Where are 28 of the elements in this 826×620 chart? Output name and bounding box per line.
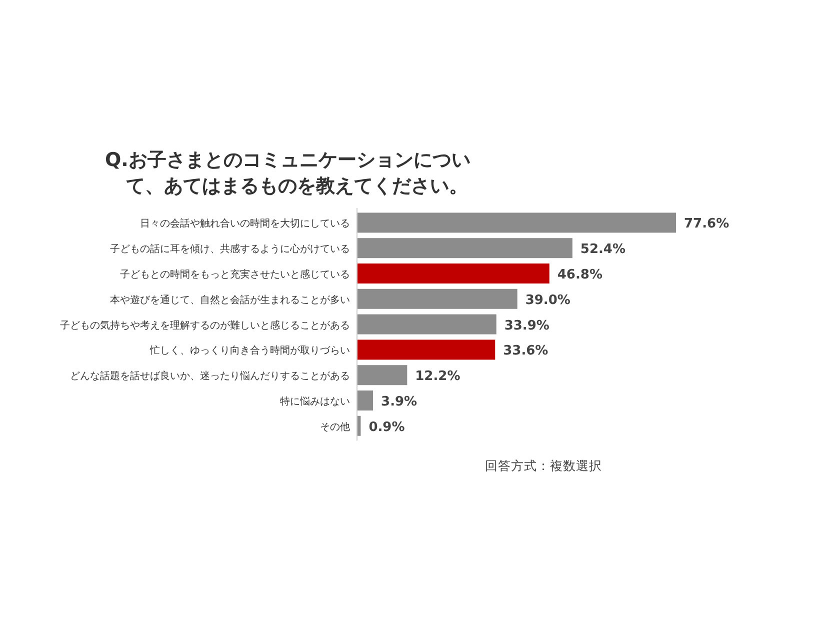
data-label: 12.2% [415,369,460,384]
bar [357,314,496,334]
y-tick-label: 子どもの気持ちや考えを理解するのが難しいと感じることがある [60,319,350,332]
bar [357,288,518,309]
y-tick-label: その他 [320,420,350,433]
bar [357,238,572,258]
bar [357,340,496,360]
data-label: 0.9% [368,420,405,435]
data-label: 33.9% [504,318,550,334]
bar [357,365,408,386]
data-label: 3.9% [381,394,418,410]
y-tick-label: 子どもの話に耳を傾け、共感するように心がけている [110,243,350,256]
data-label: 39.0% [525,292,570,308]
data-label: 33.6% [503,344,548,359]
data-label: 52.4% [580,242,626,258]
y-tick-label: どんな話題を話せば良いか、迷ったり悩んだりすることがある [70,370,350,382]
data-label: 46.8% [557,268,602,282]
data-label: 77.6% [684,216,730,232]
y-tick-label: 忙しく、ゆっくり向き合う時間が取りづらい [149,344,350,357]
y-tick-label: 子どもとの時間をもっと充実させたいと感じている [120,268,350,280]
bar [357,390,374,410]
y-tick-label: 特に悩みはない [280,396,350,408]
y-tick-label: 日々の会話や触れ合いの時間を大切にしている [140,218,350,230]
bar [357,264,550,284]
bar [357,212,676,233]
y-tick-label: 本や遊びを通じて、自然と会話が生まれることが多い [110,294,350,306]
chart-title: Q.お子さまとのコミュニケーションについて、あてはまるものを教えてください。 [105,149,470,197]
text: 回答方式：複数選択 [485,458,602,473]
